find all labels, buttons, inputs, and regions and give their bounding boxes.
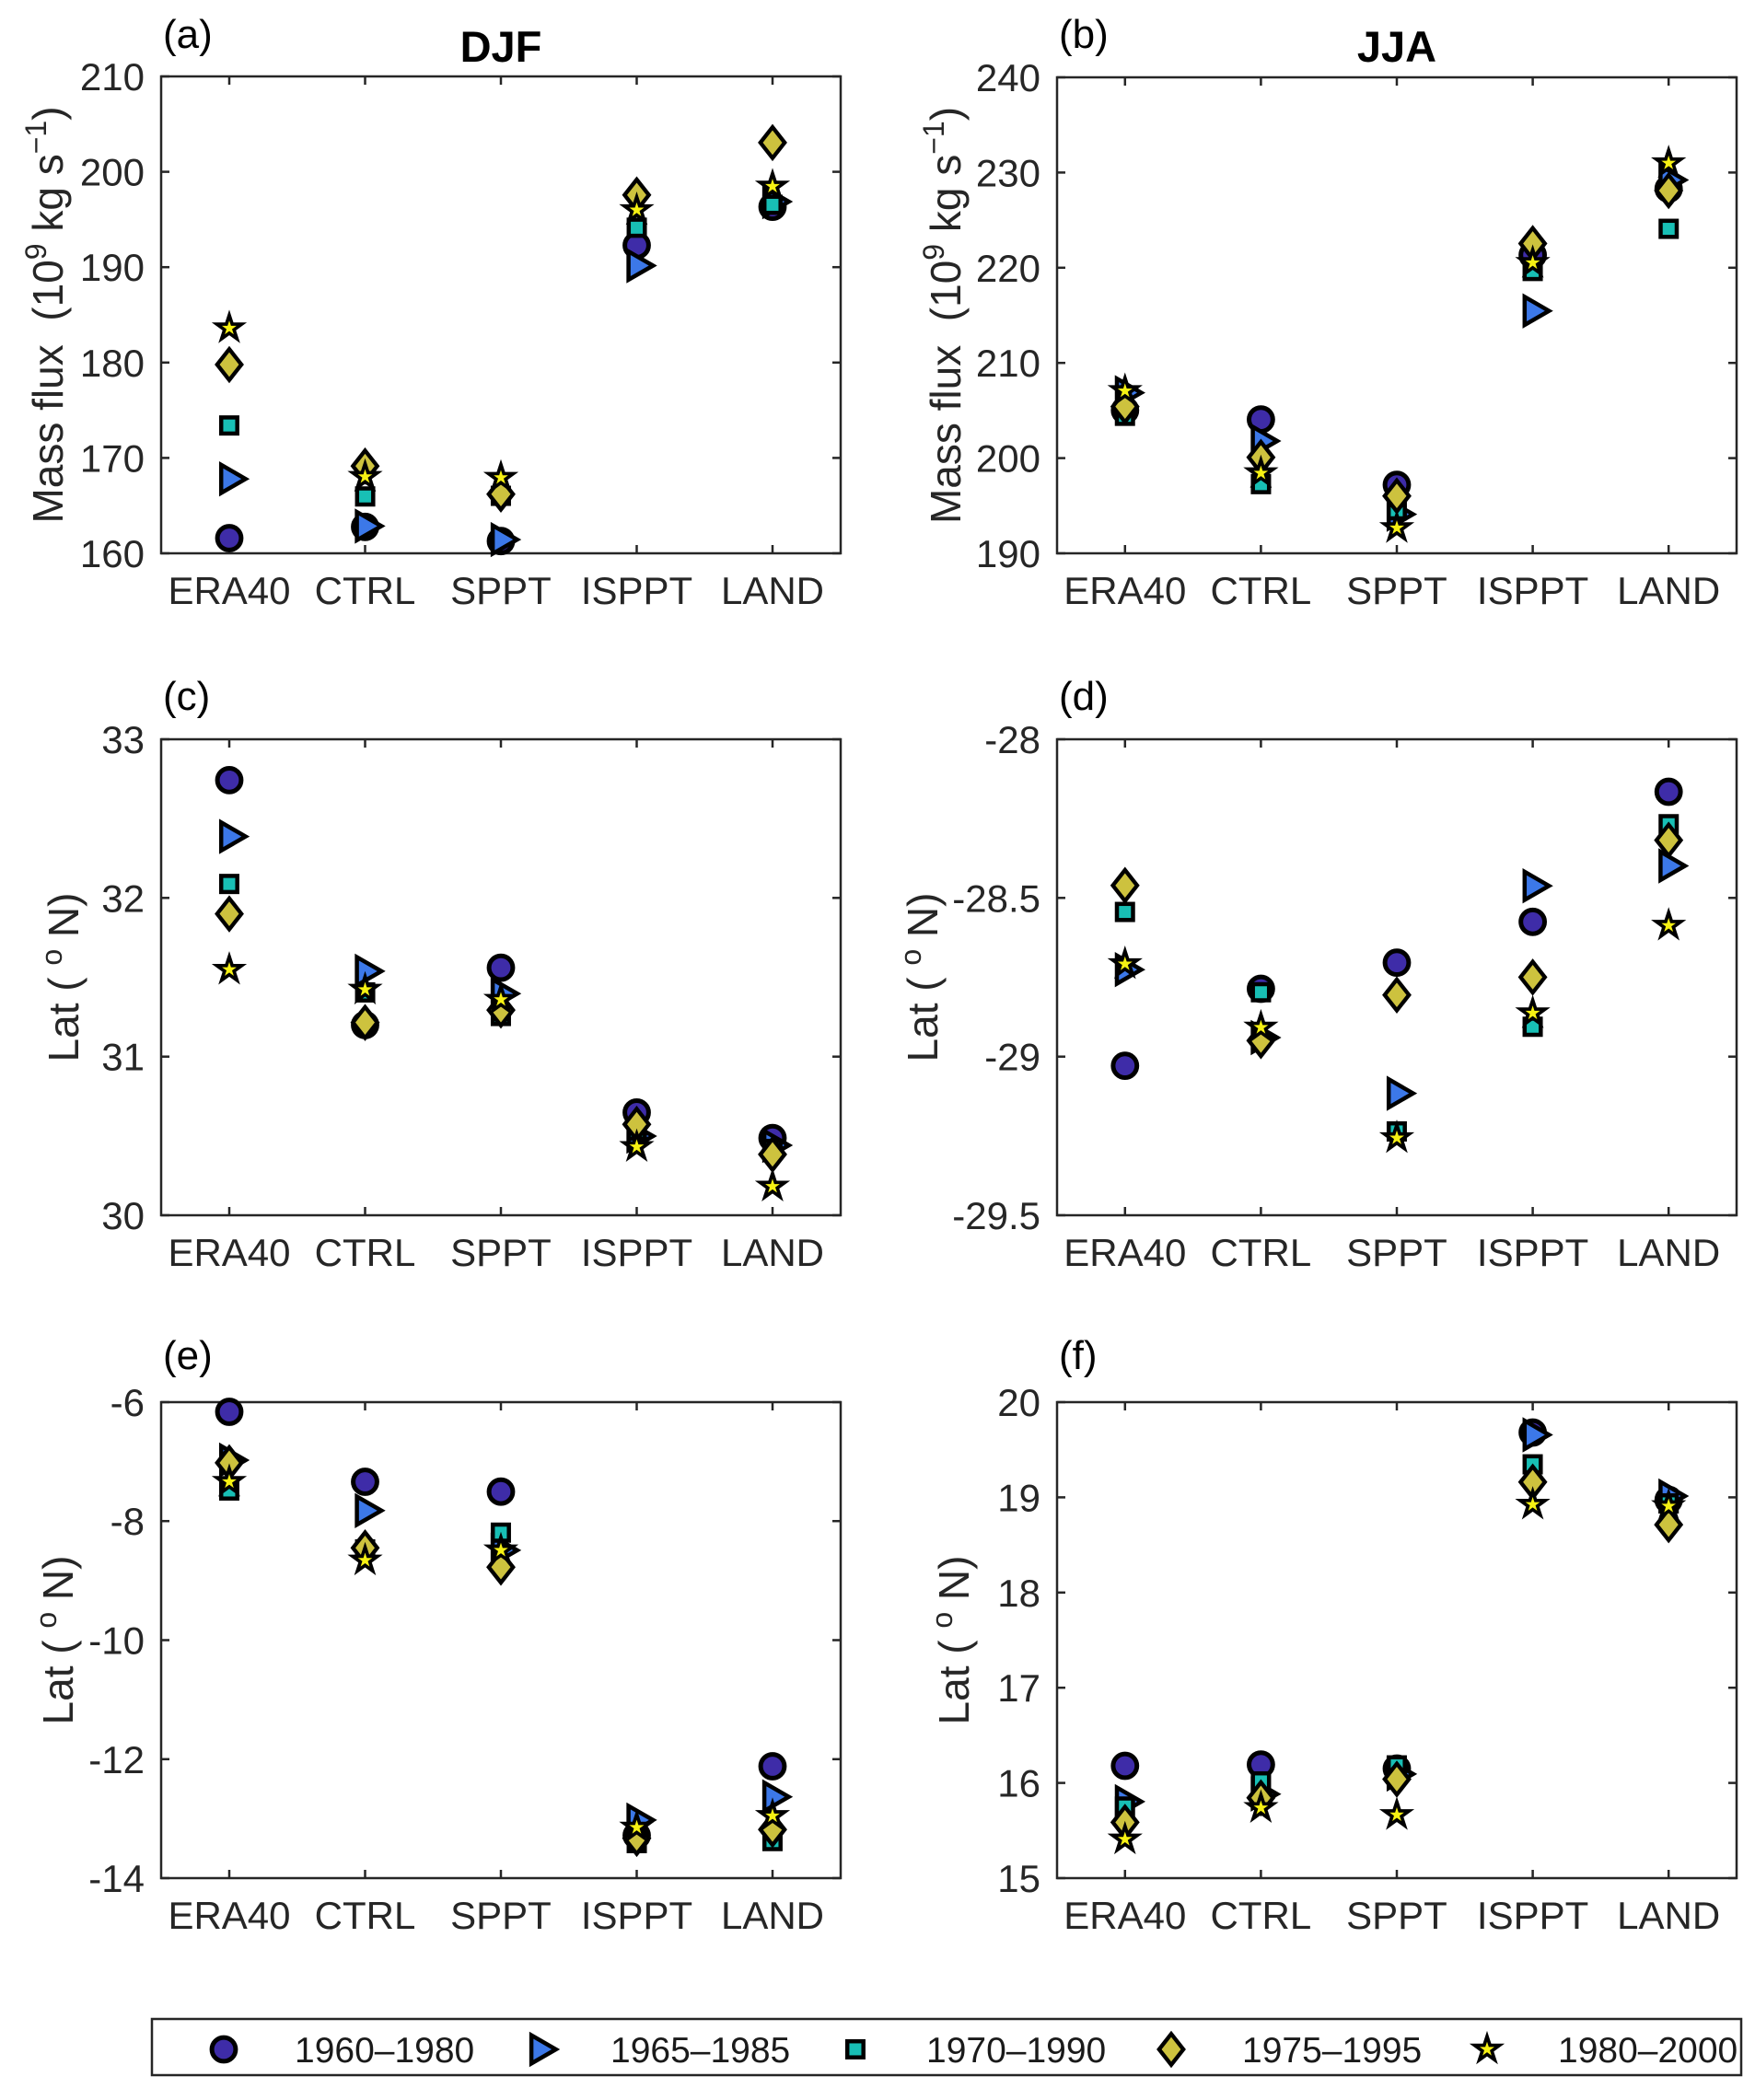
svg-text:1965–1985: 1965–1985 (610, 2031, 790, 2071)
svg-text:18: 18 (997, 1572, 1040, 1615)
svg-text:ERA40: ERA40 (1063, 1894, 1186, 1937)
svg-text:CTRL: CTRL (315, 1231, 416, 1274)
svg-text:230: 230 (976, 151, 1040, 194)
svg-text:ISPPT: ISPPT (581, 1231, 692, 1274)
svg-text:ISPPT: ISPPT (1477, 1894, 1588, 1937)
svg-text:170: 170 (80, 436, 145, 480)
svg-text:31: 31 (101, 1036, 145, 1079)
svg-text:180: 180 (80, 342, 145, 385)
svg-text:SPPT: SPPT (1346, 1231, 1447, 1274)
svg-text:LAND: LAND (721, 1894, 824, 1937)
svg-text:LAND: LAND (721, 569, 824, 612)
svg-text:Mass flux (109 kg s−1): Mass flux (109 kg s−1) (917, 107, 970, 524)
svg-text:17: 17 (997, 1666, 1040, 1710)
svg-text:-29: -29 (984, 1036, 1040, 1079)
svg-text:ERA40: ERA40 (1063, 1231, 1186, 1274)
svg-text:20: 20 (997, 1381, 1040, 1424)
svg-text:LAND: LAND (1617, 1894, 1720, 1937)
svg-text:ERA40: ERA40 (1063, 569, 1186, 612)
svg-text:220: 220 (976, 247, 1040, 290)
svg-text:-8: -8 (110, 1500, 145, 1543)
svg-text:-29.5: -29.5 (952, 1194, 1040, 1237)
svg-text:ISPPT: ISPPT (581, 1894, 692, 1937)
svg-text:SPPT: SPPT (1346, 1894, 1447, 1937)
svg-text:ISPPT: ISPPT (1477, 569, 1588, 612)
svg-text:240: 240 (976, 56, 1040, 99)
svg-text:(f): (f) (1059, 1333, 1098, 1378)
svg-text:ERA40: ERA40 (168, 1894, 290, 1937)
svg-text:19: 19 (997, 1476, 1040, 1519)
svg-text:160: 160 (80, 532, 145, 575)
svg-text:(c): (c) (163, 674, 210, 719)
svg-text:CTRL: CTRL (1211, 1231, 1312, 1274)
svg-text:16: 16 (997, 1762, 1040, 1805)
svg-text:SPPT: SPPT (450, 569, 552, 612)
svg-text:1960–1980: 1960–1980 (295, 2031, 474, 2071)
svg-text:(b): (b) (1059, 12, 1109, 57)
svg-text:DJF: DJF (460, 22, 542, 71)
svg-text:(a): (a) (163, 12, 213, 57)
svg-text:30: 30 (101, 1194, 145, 1237)
svg-text:Lat ( o N): Lat ( o N) (29, 1556, 82, 1725)
svg-text:Mass flux (109 kg s−1): Mass flux (109 kg s−1) (19, 106, 72, 523)
svg-text:LAND: LAND (721, 1231, 824, 1274)
svg-text:33: 33 (101, 718, 145, 761)
svg-text:Lat ( o N): Lat ( o N) (925, 1556, 978, 1725)
svg-text:210: 210 (976, 342, 1040, 385)
svg-text:-14: -14 (88, 1857, 145, 1900)
svg-text:-12: -12 (88, 1738, 145, 1781)
svg-text:-6: -6 (110, 1381, 145, 1424)
svg-text:ERA40: ERA40 (168, 569, 290, 612)
svg-text:ISPPT: ISPPT (581, 569, 692, 612)
svg-text:ERA40: ERA40 (168, 1231, 290, 1274)
svg-text:Lat ( o N): Lat ( o N) (894, 893, 947, 1062)
svg-text:LAND: LAND (1617, 1231, 1720, 1274)
svg-text:Lat ( o N): Lat ( o N) (35, 893, 87, 1062)
svg-text:(d): (d) (1059, 674, 1109, 719)
svg-text:CTRL: CTRL (1211, 1894, 1312, 1937)
svg-text:1980–2000: 1980–2000 (1558, 2031, 1738, 2071)
svg-text:200: 200 (976, 437, 1040, 481)
svg-text:210: 210 (80, 55, 145, 99)
svg-text:SPPT: SPPT (450, 1231, 552, 1274)
svg-text:JJA: JJA (1357, 22, 1436, 71)
svg-text:CTRL: CTRL (315, 1894, 416, 1937)
svg-text:-28: -28 (984, 718, 1040, 761)
svg-text:(e): (e) (163, 1333, 213, 1378)
svg-text:CTRL: CTRL (1211, 569, 1312, 612)
svg-text:SPPT: SPPT (1346, 569, 1447, 612)
svg-text:LAND: LAND (1617, 569, 1720, 612)
svg-text:190: 190 (80, 246, 145, 289)
svg-text:190: 190 (976, 532, 1040, 575)
svg-text:CTRL: CTRL (315, 569, 416, 612)
svg-text:1970–1990: 1970–1990 (926, 2031, 1106, 2071)
svg-text:-28.5: -28.5 (952, 876, 1040, 920)
svg-text:-10: -10 (88, 1619, 145, 1663)
svg-text:32: 32 (101, 876, 145, 920)
svg-text:SPPT: SPPT (450, 1894, 552, 1937)
svg-text:15: 15 (997, 1857, 1040, 1900)
svg-text:200: 200 (80, 151, 145, 194)
svg-text:1975–1995: 1975–1995 (1242, 2031, 1422, 2071)
svg-text:ISPPT: ISPPT (1477, 1231, 1588, 1274)
